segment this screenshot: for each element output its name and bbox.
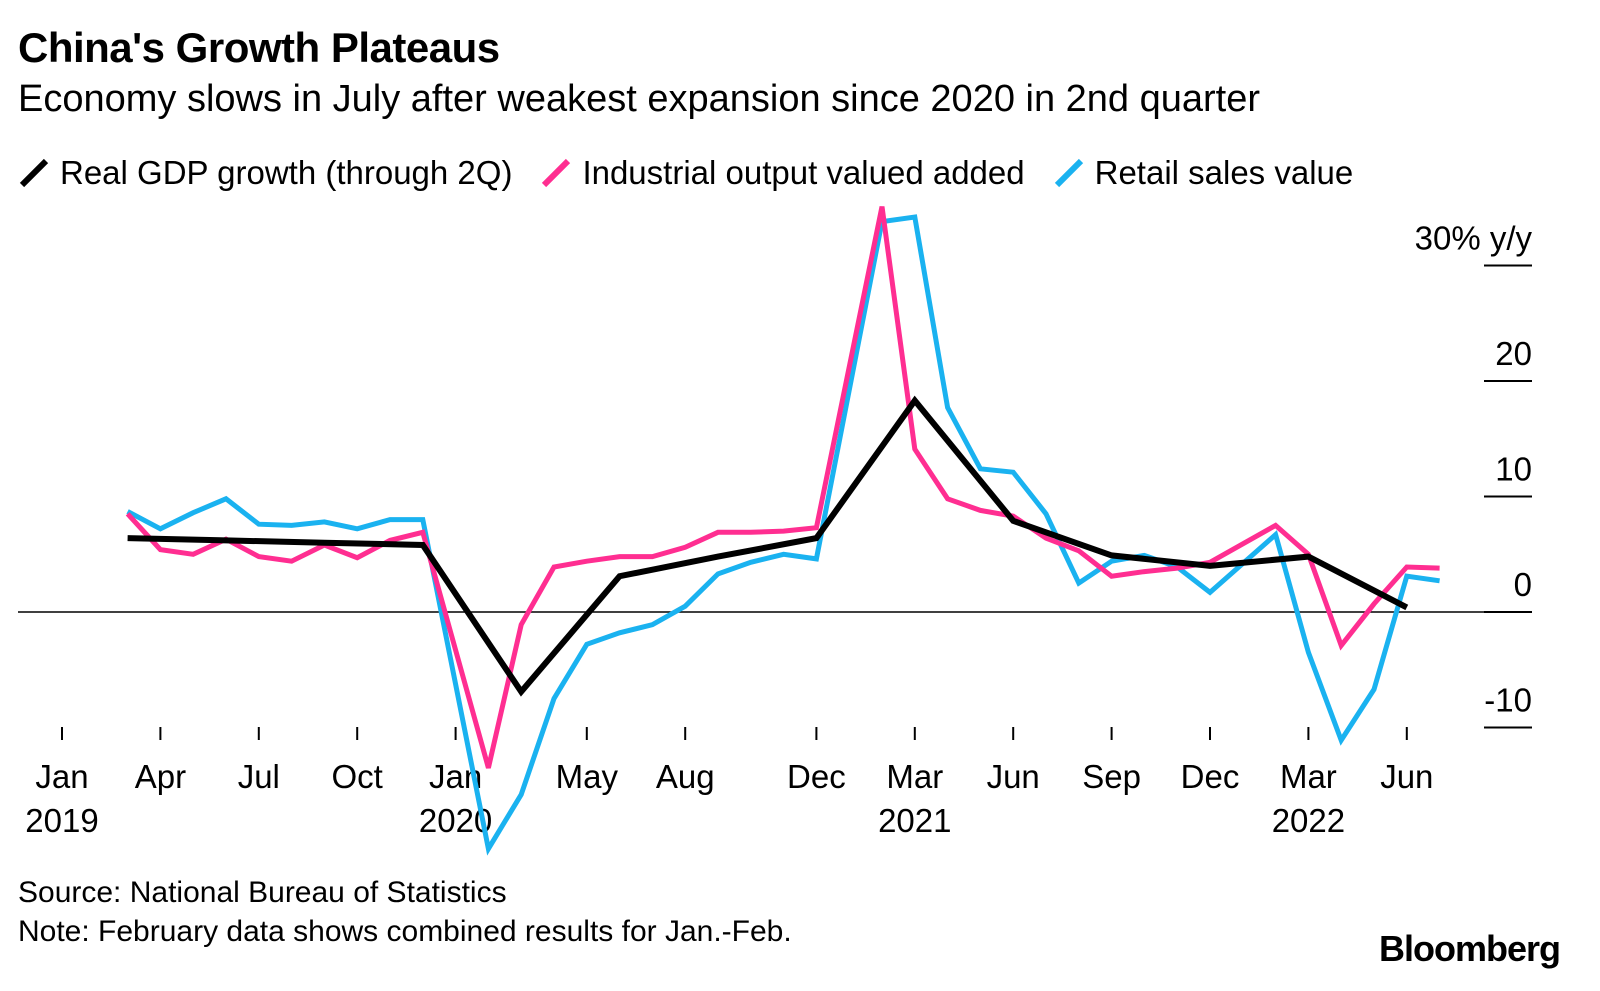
- legend-label-gdp: Real GDP growth (through 2Q): [60, 154, 513, 191]
- y-tick-label: 20: [1495, 335, 1532, 372]
- x-tick-label: Jul: [238, 758, 280, 795]
- legend-swatch-retail: [1054, 158, 1083, 188]
- x-tick-label: Mar: [1280, 758, 1337, 795]
- x-tick-label: May: [556, 758, 619, 795]
- x-tick-label: Oct: [332, 758, 383, 795]
- x-tick-label: Apr: [135, 758, 186, 795]
- bloomberg-logo: Bloomberg: [1378, 928, 1561, 969]
- industrial-output-line: [125, 206, 1440, 769]
- x-tick-label: Aug: [656, 758, 715, 795]
- x-tick-label: Jan: [35, 758, 88, 795]
- x-tick-year-label: 2021: [878, 802, 951, 839]
- x-tick-label: Mar: [886, 758, 943, 795]
- legend-swatch-gdp: [19, 158, 49, 188]
- legend-label-retail: Retail sales value: [1094, 154, 1354, 191]
- source-note: Source: National Bureau of Statistics: [18, 876, 507, 909]
- chart-title: China's Growth Plateaus: [18, 24, 500, 71]
- y-tick-label: 30% y/y: [1415, 220, 1533, 257]
- legend: Real GDP growth (through 2Q) Industrial …: [18, 154, 1381, 192]
- legend-label-industrial: Industrial output valued added: [582, 154, 1025, 191]
- x-tick-year-label: 2022: [1272, 802, 1345, 839]
- x-tick-label: Jun: [987, 758, 1040, 795]
- legend-item-gdp: Real GDP growth (through 2Q): [18, 154, 512, 192]
- legend-item-industrial: Industrial output valued added: [540, 154, 1025, 192]
- gdp-line: [127, 395, 1409, 697]
- x-tick-label: Dec: [787, 758, 846, 795]
- legend-item-retail: Retail sales value: [1053, 154, 1354, 192]
- y-tick-label: 0: [1514, 566, 1532, 603]
- y-tick-label: -10: [1484, 682, 1532, 719]
- chart-subtitle: Economy slows in July after weakest expa…: [18, 78, 1261, 120]
- x-tick-year-label: 2019: [25, 802, 98, 839]
- x-tick-label: Jun: [1380, 758, 1433, 795]
- legend-swatch-industrial: [542, 158, 571, 188]
- x-tick-label: Dec: [1181, 758, 1240, 795]
- x-tick-label: Sep: [1082, 758, 1141, 795]
- y-tick-label: 10: [1495, 451, 1532, 488]
- retail-sales-line: [126, 214, 1440, 856]
- footnote: Note: February data shows combined resul…: [18, 915, 792, 948]
